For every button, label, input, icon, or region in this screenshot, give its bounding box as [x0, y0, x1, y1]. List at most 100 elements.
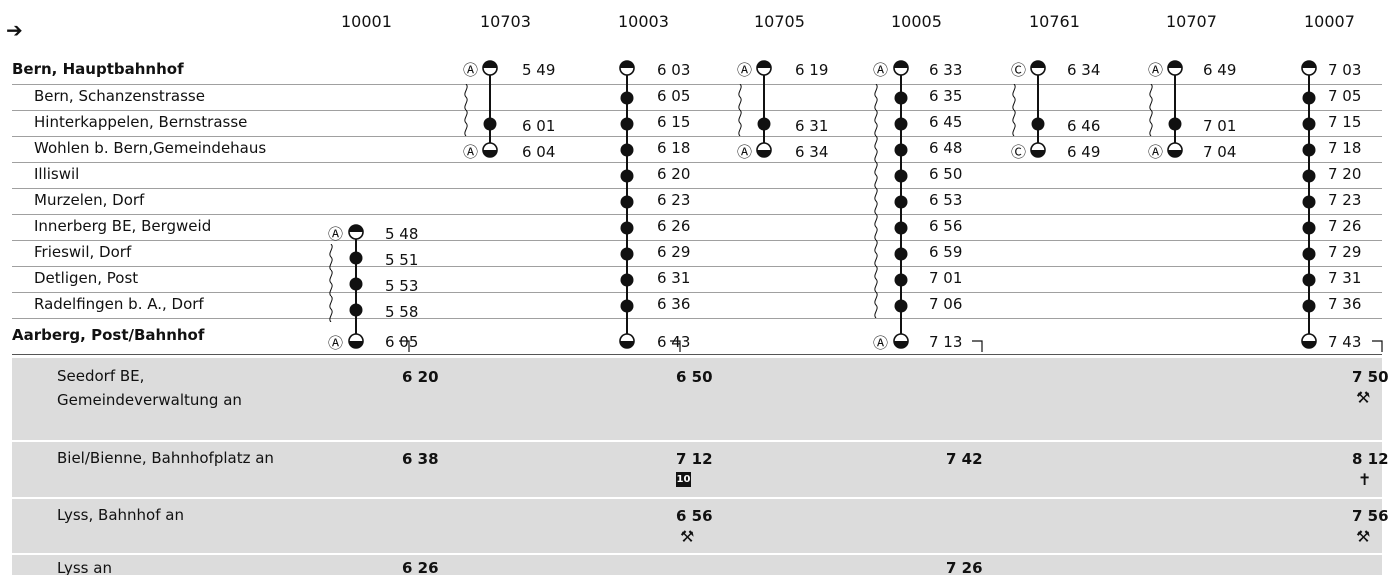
connection-destination: Lyss, Bahnhof an	[57, 506, 184, 524]
departure-time: 6 49	[1203, 61, 1237, 79]
hammer-pick-icon: ⚒	[680, 527, 695, 546]
hammer-pick-icon: ⚒	[1356, 388, 1371, 407]
departure-time: 6 49	[1067, 143, 1101, 161]
stop-name: Aarberg, Post/Bahnhof	[12, 326, 205, 344]
arrival-time: 7 12	[676, 450, 713, 468]
direction-arrow-icon: ➔	[6, 18, 23, 42]
stop-name: Illiswil	[34, 165, 80, 183]
departure-time: 6 59	[929, 243, 963, 261]
departure-time: 5 53	[385, 277, 419, 295]
cross-icon: ✝	[1358, 470, 1372, 489]
arrival-time: 8 12	[1352, 450, 1389, 468]
train-number: 10707	[1166, 12, 1217, 31]
note-mark-icon: Ⓐ	[328, 334, 344, 352]
row-divider	[12, 84, 1382, 85]
arrival-time: 6 20	[402, 368, 439, 386]
note-mark-icon: Ⓐ	[328, 225, 344, 243]
row-divider	[12, 354, 1382, 355]
stop-name: Detligen, Post	[34, 269, 139, 287]
hammer-pick-icon: ⚒	[1356, 527, 1371, 546]
departure-time: 7 01	[929, 269, 963, 287]
departure-time: 6 15	[657, 113, 691, 131]
row-divider	[12, 110, 1382, 111]
stop-name: Innerberg BE, Bergweid	[34, 217, 212, 235]
stop-name: Bern, Hauptbahnhof	[12, 60, 184, 78]
arrival-time: 6 50	[676, 368, 713, 386]
connection-divider	[12, 553, 1382, 555]
platform-badge: 10	[676, 472, 691, 487]
train-number: 10007	[1304, 12, 1355, 31]
departure-time: 6 23	[657, 191, 691, 209]
departure-time: 7 18	[1328, 139, 1362, 157]
departure-time: 5 58	[385, 303, 419, 321]
stop-name: Radelfingen b. A., Dorf	[34, 295, 204, 313]
connection-destination: Lyss an	[57, 559, 112, 575]
departure-time: 6 34	[1067, 61, 1101, 79]
arrival-time: 6 56	[676, 507, 713, 525]
departure-time: 6 31	[657, 269, 691, 287]
note-mark-icon: Ⓐ	[737, 61, 753, 79]
stop-name: Bern, Schanzenstrasse	[34, 87, 205, 105]
departure-time: 5 48	[385, 225, 419, 243]
note-mark-icon: Ⓐ	[463, 61, 479, 79]
connection-destination: Seedorf BE,	[57, 367, 145, 385]
row-divider	[12, 266, 1382, 267]
note-mark-icon: Ⓒ	[1011, 143, 1027, 161]
departure-time: 7 05	[1328, 87, 1362, 105]
departure-time: 5 49	[522, 61, 556, 79]
departure-time: 7 13	[929, 333, 963, 351]
note-mark-icon: Ⓐ	[873, 334, 889, 352]
departure-time: 6 19	[795, 61, 829, 79]
departure-time: 6 56	[929, 217, 963, 235]
row-divider	[12, 188, 1382, 189]
stop-name: Wohlen b. Bern,Gemeindehaus	[34, 139, 267, 157]
arrival-time: 6 26	[402, 559, 439, 575]
note-mark-icon: Ⓐ	[873, 61, 889, 79]
departure-time: 7 04	[1203, 143, 1237, 161]
train-number: 10003	[618, 12, 669, 31]
arrival-time: 7 42	[946, 450, 983, 468]
departure-time: 6 35	[929, 87, 963, 105]
arrival-time: 7 26	[946, 559, 983, 575]
departure-time: 7 20	[1328, 165, 1362, 183]
departure-time: 7 01	[1203, 117, 1237, 135]
departure-time: 6 03	[657, 61, 691, 79]
row-divider	[12, 214, 1382, 215]
departure-time: 6 29	[657, 243, 691, 261]
departure-time: 6 04	[522, 143, 556, 161]
train-number: 10005	[891, 12, 942, 31]
train-number: 10703	[480, 12, 531, 31]
connection-divider	[12, 497, 1382, 499]
departure-time: 6 05	[385, 333, 419, 351]
departure-time: 7 29	[1328, 243, 1362, 261]
departure-time: 6 48	[929, 139, 963, 157]
row-divider	[12, 162, 1382, 163]
departure-time: 7 43	[1328, 333, 1362, 351]
departure-time: 7 31	[1328, 269, 1362, 287]
note-mark-icon: Ⓒ	[1011, 61, 1027, 79]
train-number: 10705	[754, 12, 805, 31]
connection-divider	[12, 440, 1382, 442]
arrival-time: 6 38	[402, 450, 439, 468]
departure-time: 6 53	[929, 191, 963, 209]
departure-time: 6 33	[929, 61, 963, 79]
connections-panel	[12, 358, 1382, 575]
note-mark-icon: Ⓐ	[1148, 143, 1164, 161]
arrival-time: 7 50	[1352, 368, 1389, 386]
departure-time: 6 50	[929, 165, 963, 183]
connection-destination: Gemeindeverwaltung an	[57, 391, 242, 409]
stop-name: Murzelen, Dorf	[34, 191, 145, 209]
row-divider	[12, 136, 1382, 137]
departure-time: 6 46	[1067, 117, 1101, 135]
departure-time: 6 20	[657, 165, 691, 183]
row-divider	[12, 318, 1382, 319]
departure-time: 7 36	[1328, 295, 1362, 313]
note-mark-icon: Ⓐ	[463, 143, 479, 161]
row-divider	[12, 292, 1382, 293]
note-mark-icon: Ⓐ	[737, 143, 753, 161]
departure-time: 7 03	[1328, 61, 1362, 79]
departure-time: 6 45	[929, 113, 963, 131]
departure-time: 7 26	[1328, 217, 1362, 235]
row-divider	[12, 240, 1382, 241]
